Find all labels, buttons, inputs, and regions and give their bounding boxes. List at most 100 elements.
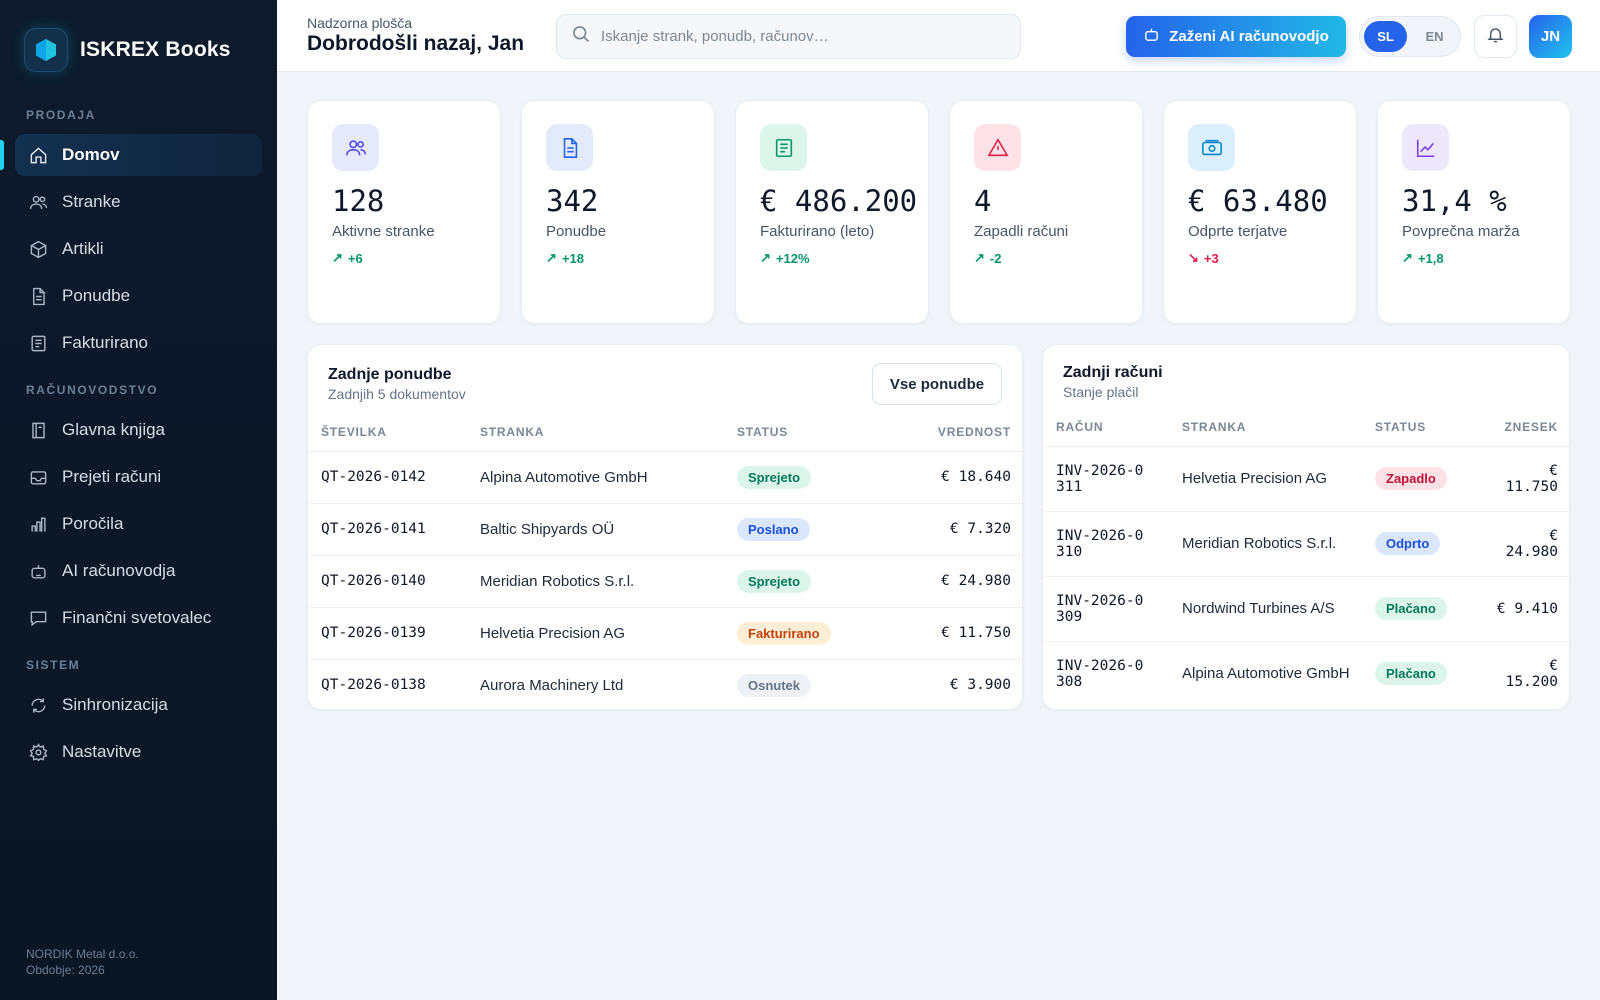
- column-header[interactable]: STRANKA: [480, 413, 737, 452]
- status-cell: Fakturirano: [737, 607, 887, 660]
- status-badge: Odprto: [1375, 532, 1441, 555]
- status-cell: Osnutek: [737, 659, 887, 709]
- invoice-number: INV-2026-0309: [1043, 576, 1182, 642]
- kpi-value: € 63.480: [1188, 184, 1328, 218]
- status-badge: Plačano: [1375, 662, 1447, 686]
- table-row[interactable]: INV-2026-0308 Alpina Automotive GmbH Pla…: [1043, 641, 1569, 706]
- invoice-client: Meridian Robotics S.r.l.: [1182, 511, 1375, 577]
- kpi-delta: ↗ +18: [546, 250, 706, 266]
- sync-icon: [28, 695, 48, 715]
- invoice-client: Nordwind Turbines A/S: [1182, 576, 1375, 642]
- kpi-delta: ↗ -2: [974, 250, 1134, 266]
- kpi-card-overdue-invoices[interactable]: 4 Zapadli računi ↗ -2: [949, 100, 1143, 324]
- quote-client: Alpina Automotive GmbH: [480, 451, 737, 504]
- panel-subtitle: Zadnjih 5 dokumentov: [328, 386, 466, 402]
- sidebar-footer: NORDIK Metal d.o.o. Obdobje: 2026: [26, 946, 139, 978]
- quote-number: QT-2026-0142: [308, 451, 480, 504]
- language-sl-option[interactable]: SL: [1364, 21, 1407, 52]
- kpi-label: Povprečna marža: [1402, 223, 1520, 240]
- active-indicator: [0, 140, 4, 170]
- sidebar-item-porocila[interactable]: Poročila: [15, 503, 262, 545]
- kpi-card-open-receivables[interactable]: € 63.480 Odprte terjatve ↘ +3: [1163, 100, 1357, 324]
- kpi-delta: ↗ +12%: [760, 250, 920, 266]
- search-box[interactable]: [556, 14, 1021, 59]
- trend-up-arrow-icon: ↗: [974, 250, 985, 265]
- sidebar-item-financni-svetovalec[interactable]: Finančni svetovalec: [15, 597, 262, 639]
- status-badge: Sprejeto: [737, 569, 812, 593]
- invoice-amount: € 15.200: [1505, 657, 1558, 690]
- status-badge: Poslano: [737, 517, 810, 541]
- trend-up-arrow-icon: ↗: [546, 250, 557, 265]
- sidebar-item-nastavitve[interactable]: Nastavitve: [15, 731, 262, 773]
- kpi-card-average-margin[interactable]: 31,4 % Povprečna marža ↗ +1,8: [1377, 100, 1571, 324]
- quote-number: QT-2026-0138: [321, 677, 426, 694]
- status-badge: Plačano: [1375, 597, 1447, 620]
- bell-icon: [1486, 25, 1505, 49]
- sidebar-item-ponudbe[interactable]: Ponudbe: [15, 275, 262, 317]
- notifications-button[interactable]: [1474, 15, 1517, 58]
- quote-client: Helvetia Precision AG: [480, 607, 737, 660]
- table-row[interactable]: INV-2026-0309 Nordwind Turbines A/S Plač…: [1043, 576, 1569, 642]
- sidebar-item-sinhronizacija[interactable]: Sinhronizacija: [15, 684, 262, 726]
- document-icon: [546, 124, 593, 171]
- column-header[interactable]: STATUS: [1375, 408, 1481, 447]
- column-header[interactable]: STATUS: [737, 413, 887, 452]
- quote-value: € 24.980: [887, 555, 1022, 608]
- sidebar-item-label: Prejeti računi: [62, 467, 162, 486]
- kpi-label: Ponudbe: [546, 223, 607, 240]
- trend-up-arrow-icon: ↗: [1402, 250, 1413, 265]
- kpi-delta-value: +18: [561, 250, 584, 266]
- sidebar-item-label: AI računovodja: [62, 561, 176, 580]
- invoice-client: Helvetia Precision AG: [1182, 446, 1375, 512]
- kpi-card-invoiced-year[interactable]: € 486.200 Fakturirano (leto) ↗ +12%: [735, 100, 929, 324]
- trend-down-arrow-icon: ↘: [1188, 250, 1199, 265]
- sidebar-item-stranke[interactable]: Stranke: [15, 181, 262, 223]
- kpi-card-quotes[interactable]: 342 Ponudbe ↗ +18: [521, 100, 715, 324]
- status-cell: Poslano: [737, 503, 887, 556]
- cash-icon: [1188, 124, 1235, 171]
- sidebar-item-prejeti-racuni[interactable]: Prejeti računi: [15, 456, 262, 498]
- column-header[interactable]: ZNESEK: [1481, 408, 1569, 447]
- table-row[interactable]: QT-2026-0138 Aurora Machinery Ltd Osnute…: [308, 659, 1022, 709]
- inbox-icon: [28, 467, 48, 487]
- table-row[interactable]: QT-2026-0140 Meridian Robotics S.r.l. Sp…: [308, 555, 1022, 608]
- quote-client: Baltic Shipyards OÜ: [480, 503, 737, 556]
- sidebar-item-fakturirano[interactable]: Fakturirano: [15, 322, 262, 364]
- kpi-delta-value: -2: [989, 250, 1002, 266]
- page-title: Dobrodošli nazaj, Jan: [307, 32, 525, 55]
- user-avatar[interactable]: JN: [1529, 15, 1572, 58]
- table-row[interactable]: QT-2026-0139 Helvetia Precision AG Faktu…: [308, 607, 1022, 660]
- quote-number: QT-2026-0140: [308, 555, 480, 608]
- sidebar-item-domov[interactable]: Domov: [15, 134, 262, 176]
- table-row[interactable]: INV-2026-0310 Meridian Robotics S.r.l. O…: [1043, 511, 1569, 577]
- kpi-label: Aktivne stranke: [332, 223, 435, 240]
- kpi-value: 342: [546, 184, 599, 218]
- kpi-delta: ↗ +1,8: [1402, 250, 1562, 266]
- sidebar-item-ai-racunovodja[interactable]: AI računovodja: [15, 550, 262, 592]
- document-icon: [28, 286, 48, 306]
- column-header[interactable]: RAČUN: [1043, 408, 1182, 447]
- run-ai-accountant-button[interactable]: Zaženi AI računovodjo: [1126, 16, 1346, 57]
- kpi-card-active-clients[interactable]: 128 Aktivne stranke ↗ +6: [307, 100, 501, 324]
- chat-icon: [28, 608, 48, 628]
- column-header[interactable]: ŠTEVILKA: [308, 413, 480, 452]
- sidebar-item-glavna-knjiga[interactable]: Glavna knjiga: [15, 409, 262, 451]
- invoice-client: Alpina Automotive GmbH: [1182, 665, 1350, 683]
- table-row[interactable]: INV-2026-0311 Helvetia Precision AG Zapa…: [1043, 446, 1569, 512]
- panel-title: Zadnje ponudbe: [328, 366, 452, 383]
- status-badge: Sprejeto: [737, 465, 812, 489]
- table-row[interactable]: QT-2026-0141 Baltic Shipyards OÜ Poslano…: [308, 503, 1022, 556]
- search-input[interactable]: [601, 28, 1001, 45]
- all-quotes-button[interactable]: Vse ponudbe: [872, 363, 1002, 405]
- table-row[interactable]: QT-2026-0142 Alpina Automotive GmbH Spre…: [308, 451, 1022, 504]
- invoice-amount: € 24.980: [1481, 511, 1569, 577]
- column-header[interactable]: VREDNOST: [887, 413, 1022, 452]
- fiscal-period: Obdobje: 2026: [26, 963, 105, 977]
- warning-icon: [974, 124, 1021, 171]
- sidebar-item-artikli[interactable]: Artikli: [15, 228, 262, 270]
- quote-client: Aurora Machinery Ltd: [480, 676, 624, 694]
- column-header[interactable]: STRANKA: [1182, 408, 1375, 447]
- kpi-value: 31,4 %: [1402, 184, 1507, 218]
- language-en-option[interactable]: EN: [1425, 29, 1444, 44]
- brand[interactable]: ISKREX Books: [24, 28, 231, 72]
